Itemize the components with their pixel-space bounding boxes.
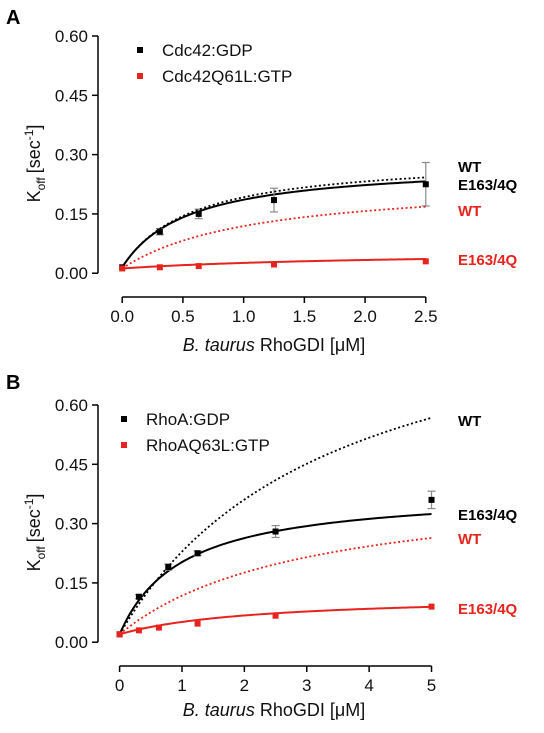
data-point	[271, 261, 277, 268]
x-tick-label: 3	[302, 676, 311, 695]
curve-label: E163/4Q	[458, 507, 518, 524]
legend-label: RhoA:GDP	[146, 410, 230, 429]
curve-label: E163/4Q	[458, 177, 518, 194]
x-tick-label: 0.5	[171, 307, 195, 326]
y-tick-label: 0.15	[55, 205, 88, 224]
data-point	[422, 181, 429, 188]
data-point	[272, 612, 279, 619]
legend-label: Cdc42Q61L:GTP	[162, 67, 292, 86]
y-axis-title-close: ]	[24, 494, 44, 499]
data-point	[156, 228, 163, 235]
x-axis-title-rest: RhoGDI [μM]	[255, 335, 365, 355]
x-tick-label: 4	[364, 676, 373, 695]
x-axis-title-rest: RhoGDI [μM]	[255, 700, 365, 720]
y-axis-title: Koff [sec-1]	[22, 125, 48, 203]
data-point	[428, 603, 435, 610]
data-point	[116, 631, 123, 638]
y-tick-label: 0.30	[55, 515, 88, 534]
data-point	[195, 263, 202, 270]
y-tick-label: 0.00	[55, 264, 88, 283]
y-axis-title-sub: off	[34, 546, 48, 560]
data-point	[155, 624, 162, 631]
curve-label: WT	[458, 203, 481, 220]
x-tick-label: 1.0	[232, 307, 256, 326]
data-point	[195, 210, 202, 217]
legend-marker	[137, 47, 143, 53]
y-tick-label: 0.45	[55, 86, 88, 105]
curve-label: E163/4Q	[458, 601, 518, 618]
data-point	[135, 593, 142, 600]
legend-label: RhoAQ63L:GTP	[146, 436, 270, 455]
legend-label: Cdc42:GDP	[162, 41, 253, 60]
y-axis-title-close: ]	[24, 125, 44, 130]
y-axis-title-sup: -1	[22, 129, 36, 140]
y-tick-label: 0.15	[55, 574, 88, 593]
curve-label: E163/4Q	[458, 252, 518, 269]
x-tick-label: 0	[115, 676, 124, 695]
x-tick-label: 2	[240, 676, 249, 695]
y-axis-title-unit: [sec	[24, 509, 44, 542]
chart-panel-b: B 0.00 0.15 0.30 0.45 0.60 0 1 2 3 4 5 B. taurus Rho…	[6, 372, 518, 720]
y-tick-label: 0.00	[55, 633, 88, 652]
curve-label: WT	[458, 413, 481, 430]
curve-label: WT	[458, 531, 481, 548]
x-tick-label: 2.0	[353, 307, 377, 326]
x-tick-label: 5	[427, 676, 436, 695]
legend-marker	[137, 73, 143, 79]
data-point	[428, 496, 435, 503]
data-point	[135, 627, 142, 634]
data-point	[194, 620, 201, 627]
chart-panel-a: A 0.00 0.15 0.30 0.45 0.60 0.0 0.5 1.0 1.5 2.0 2.5 B…	[6, 7, 518, 355]
x-tick-label: 2.5	[414, 307, 438, 326]
fit-curve-dotted	[119, 537, 432, 635]
curve-label: WT	[458, 159, 481, 176]
x-tick-label: 0.0	[110, 307, 134, 326]
legend-marker	[121, 416, 127, 422]
panel-letter: B	[6, 372, 20, 394]
y-axis-title-unit: [sec	[24, 140, 44, 173]
fit-curve-solid	[119, 605, 432, 636]
x-axis-title: B. taurus RhoGDI [μM]	[183, 335, 365, 355]
data-point	[422, 258, 429, 265]
x-axis-title: B. taurus RhoGDI [μM]	[183, 700, 365, 720]
x-tick-label: 1	[177, 676, 186, 695]
panel-letter: A	[6, 7, 20, 29]
data-point	[271, 197, 277, 204]
legend-marker	[121, 442, 127, 448]
y-axis-title-sup: -1	[22, 498, 36, 509]
x-axis-title-italic: B. taurus	[183, 700, 255, 720]
y-tick-label: 0.60	[55, 27, 88, 46]
y-axis-title-sub: off	[34, 177, 48, 191]
x-axis-title-italic: B. taurus	[183, 335, 255, 355]
data-point	[165, 564, 172, 571]
fit-curve-dotted	[118, 416, 432, 635]
fit-curve-dotted	[121, 205, 426, 270]
y-axis-title-k: K	[24, 190, 44, 202]
x-tick-label: 1.5	[293, 307, 317, 326]
y-axis-title: Koff [sec-1]	[22, 494, 48, 572]
data-point	[156, 264, 163, 271]
y-axis-title-k: K	[24, 559, 44, 571]
data-point	[194, 550, 201, 557]
fit-curve-dotted	[121, 176, 426, 268]
y-tick-label: 0.60	[55, 396, 88, 415]
y-tick-label: 0.30	[55, 146, 88, 165]
data-point	[272, 528, 279, 535]
y-tick-label: 0.45	[55, 455, 88, 474]
